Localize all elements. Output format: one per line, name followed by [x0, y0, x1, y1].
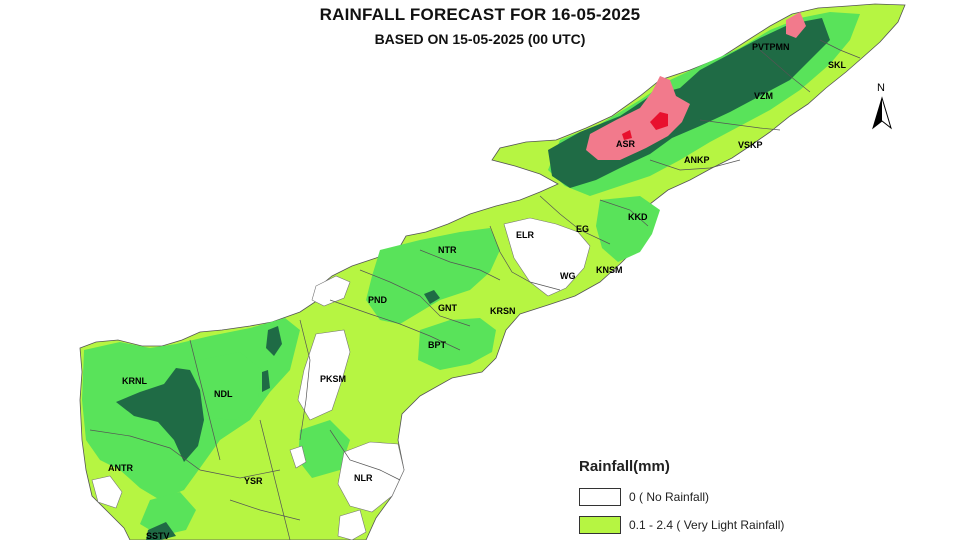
legend-label: 0.1 - 2.4 ( Very Light Rainfall) [629, 518, 785, 532]
label-wg: WG [560, 271, 576, 281]
no-rain-areas [91, 217, 591, 540]
very-heavy-rain-areas [586, 12, 806, 160]
map-subtitle: BASED ON 15-05-2025 (00 UTC) [374, 31, 586, 47]
label-vzm: VZM [754, 91, 773, 101]
label-eg: EG [576, 224, 589, 234]
extremely-heavy-rain-areas [622, 112, 668, 140]
legend: Rainfall(mm) 0 ( No Rainfall) 0.1 - 2.4 … [579, 458, 879, 539]
label-ntr: NTR [438, 245, 457, 255]
map-title: RAINFALL FORECAST FOR 16-05-2025 [319, 5, 641, 24]
label-krnl: KRNL [122, 376, 147, 386]
label-krsn: KRSN [490, 306, 516, 316]
legend-item: 0 ( No Rainfall) [579, 483, 879, 511]
label-ndl: NDL [214, 389, 233, 399]
north-arrow: N [872, 82, 892, 130]
label-nlr: NLR [354, 473, 373, 483]
label-antr: ANTR [108, 463, 133, 473]
legend-item: 0.1 - 2.4 ( Very Light Rainfall) [579, 511, 879, 539]
label-skl: SKL [828, 60, 847, 70]
label-knsm: KNSM [596, 265, 623, 275]
label-ysr: YSR [244, 476, 263, 486]
label-pksm: PKSM [320, 374, 346, 384]
label-asr: ASR [616, 139, 636, 149]
north-arrow-label: N [877, 82, 885, 94]
label-elr: ELR [516, 230, 535, 240]
legend-swatch-no-rain [579, 488, 621, 506]
label-pvtpmn: PVTPMN [752, 42, 790, 52]
label-kkd: KKD [628, 212, 648, 222]
label-gnt: GNT [438, 303, 458, 313]
label-pnd: PND [368, 295, 388, 305]
label-sstv: SSTV [146, 531, 170, 540]
legend-swatch-very-light [579, 516, 621, 534]
label-vskp: VSKP [738, 140, 763, 150]
label-ankp: ANKP [684, 155, 710, 165]
legend-label: 0 ( No Rainfall) [629, 490, 710, 504]
label-bpt: BPT [428, 340, 447, 350]
district-labels: PVTPMN SKL VZM ASR VSKP ANKP KKD EG ELR … [108, 42, 847, 540]
district-boundaries [89, 39, 861, 540]
legend-title: Rainfall(mm) [579, 458, 670, 475]
